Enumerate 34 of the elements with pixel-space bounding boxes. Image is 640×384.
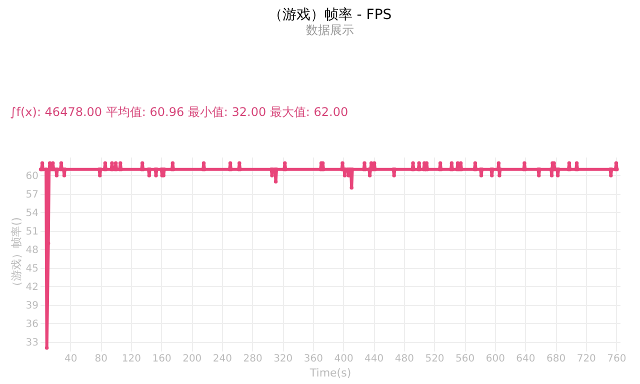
y-tick-label: 36	[26, 318, 38, 330]
x-tick-label: 280	[243, 354, 262, 364]
x-tick-label: 680	[546, 354, 566, 364]
x-tick-label: 640	[516, 354, 536, 364]
x-tick-label: 440	[364, 354, 384, 364]
chart-title: （游戏）帧率 - FPS	[268, 7, 392, 23]
x-tick-label: 320	[274, 354, 293, 364]
x-tick-label: 40	[64, 354, 78, 364]
x-tick-label: 80	[94, 354, 108, 364]
x-tick-label: 600	[486, 354, 505, 364]
x-tick-label: 480	[394, 354, 414, 364]
x-tick-label: 720	[576, 354, 596, 364]
x-tick-label: 760	[607, 354, 626, 364]
x-tick-label: 160	[152, 354, 172, 364]
x-tick-label: 400	[334, 354, 354, 364]
y-tick-label: 33	[26, 337, 38, 348]
x-tick-label: 520	[425, 354, 444, 364]
x-tick-label: 560	[456, 354, 475, 364]
y-tick-label: 42	[26, 282, 38, 293]
y-tick-label: 39	[26, 300, 38, 312]
x-tick-label: 200	[182, 354, 202, 364]
y-axis-title: （游戏）帧率()	[10, 217, 23, 292]
y-tick-label: 45	[26, 263, 38, 274]
y-tick-label: 54	[26, 208, 38, 219]
x-axis-title: Time(s)	[308, 366, 352, 380]
chart-subtitle: 数据展示	[306, 23, 354, 37]
y-tick-label: 57	[26, 189, 38, 200]
x-tick-label: 360	[304, 354, 323, 364]
y-tick-label: 48	[26, 244, 38, 256]
text: ∫f(x): 46478.00 平均值: 60.96 最小值: 32.00 最大值: 62.00	[10, 105, 348, 119]
x-tick-label: 120	[122, 354, 142, 364]
y-tick-label: 51	[26, 226, 38, 238]
y-tick-label: 60	[26, 170, 38, 182]
x-tick-label: 240	[212, 354, 232, 364]
